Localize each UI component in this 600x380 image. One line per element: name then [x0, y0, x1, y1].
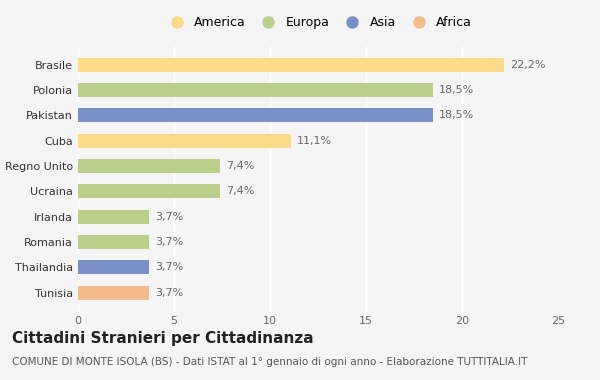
- Text: COMUNE DI MONTE ISOLA (BS) - Dati ISTAT al 1° gennaio di ogni anno - Elaborazion: COMUNE DI MONTE ISOLA (BS) - Dati ISTAT …: [12, 357, 527, 367]
- Bar: [78, 159, 220, 173]
- Text: Cittadini Stranieri per Cittadinanza: Cittadini Stranieri per Cittadinanza: [12, 331, 314, 345]
- Legend: America, Europa, Asia, Africa: America, Europa, Asia, Africa: [159, 11, 477, 34]
- Text: 3,7%: 3,7%: [155, 262, 183, 272]
- Text: 18,5%: 18,5%: [439, 110, 474, 120]
- Bar: [78, 235, 149, 249]
- Text: 7,4%: 7,4%: [226, 161, 254, 171]
- Bar: [78, 58, 504, 71]
- Text: 22,2%: 22,2%: [510, 60, 545, 70]
- Text: 3,7%: 3,7%: [155, 237, 183, 247]
- Bar: [78, 210, 149, 223]
- Text: 11,1%: 11,1%: [297, 136, 332, 146]
- Bar: [78, 184, 220, 198]
- Text: 18,5%: 18,5%: [439, 85, 474, 95]
- Text: 3,7%: 3,7%: [155, 212, 183, 222]
- Bar: [78, 83, 433, 97]
- Bar: [78, 260, 149, 274]
- Bar: [78, 134, 291, 147]
- Bar: [78, 286, 149, 299]
- Text: 3,7%: 3,7%: [155, 288, 183, 298]
- Bar: [78, 108, 433, 122]
- Text: 7,4%: 7,4%: [226, 186, 254, 196]
